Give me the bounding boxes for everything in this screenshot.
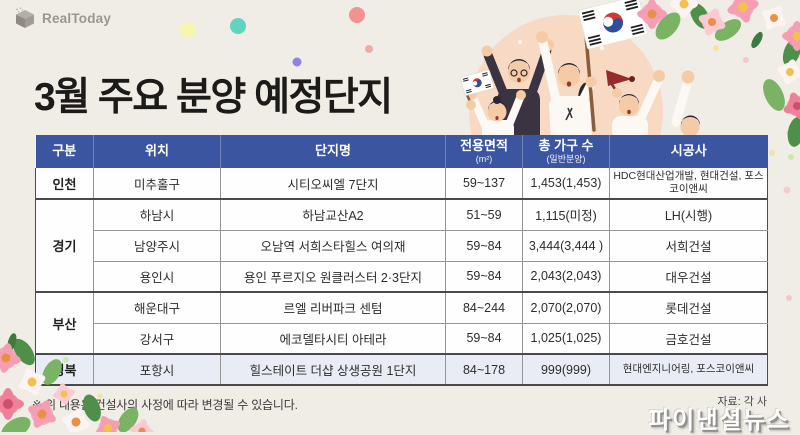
- cell-complex: 르엘 리버파크 센텀: [221, 292, 446, 323]
- cell-complex: 힐스테이트 더샵 상생공원 1단지: [221, 354, 446, 385]
- cell-households: 1,453(1,453): [523, 168, 610, 199]
- cell-builder: 롯데건설: [610, 292, 768, 323]
- cell-households: 2,043(2,043): [523, 261, 610, 292]
- cell-complex: 오남역 서희스타힐스 여의재: [221, 230, 446, 261]
- cell-area: 84~244: [446, 292, 523, 323]
- table-row: 경북 포항시 힐스테이트 더샵 상생공원 1단지 84~178 999(999)…: [36, 354, 768, 385]
- table-header-row: 구분 위치 단지명 전용면적(m²) 총 가구 수(일반분양) 시공사: [36, 135, 768, 168]
- cell-location: 남양주시: [94, 230, 221, 261]
- col-header-group: 구분: [36, 135, 94, 168]
- col-header-area: 전용면적(m²): [446, 135, 523, 168]
- footnote: ※ 위 내용은 건설사의 사정에 따라 변경될 수 있습니다.: [32, 396, 298, 413]
- publisher-watermark: 파이낸셜뉴스: [649, 400, 790, 435]
- cell-builder: 서희건설: [610, 230, 768, 261]
- page-title: 3월 주요 분양 예정단지: [34, 66, 392, 122]
- cell-households: 3,444(3,444 ): [523, 230, 610, 261]
- cell-builder: 현대엔지니어링, 포스코이앤씨: [610, 354, 768, 385]
- cell-location: 하남시: [94, 199, 221, 230]
- cell-area: 59~137: [446, 168, 523, 199]
- col-header-location: 위치: [94, 135, 221, 168]
- cell-complex: 용인 푸르지오 원클러스터 2·3단지: [221, 261, 446, 292]
- cell-builder: LH(시행): [610, 199, 768, 230]
- cell-region: 인천: [36, 168, 94, 199]
- presale-table: 구분 위치 단지명 전용면적(m²) 총 가구 수(일반분양) 시공사 인천 미…: [35, 135, 768, 386]
- cell-area: 59~84: [446, 323, 523, 354]
- cell-area: 59~84: [446, 230, 523, 261]
- cell-location: 포항시: [94, 354, 221, 385]
- cell-region: 경북: [36, 354, 94, 385]
- cell-complex: 에코델타시티 아테라: [221, 323, 446, 354]
- table-row: 남양주시 오남역 서희스타힐스 여의재 59~84 3,444(3,444 ) …: [36, 230, 768, 261]
- cell-households: 999(999): [523, 354, 610, 385]
- presale-table-wrap: 구분 위치 단지명 전용면적(m²) 총 가구 수(일반분양) 시공사 인천 미…: [35, 135, 768, 386]
- cell-households: 1,115(미정): [523, 199, 610, 230]
- person-far-right: [676, 71, 700, 137]
- cell-builder: 대우건설: [610, 261, 768, 292]
- cell-area: 59~84: [446, 261, 523, 292]
- cell-builder: 금호건설: [610, 323, 768, 354]
- cell-location: 미추홀구: [94, 168, 221, 199]
- cell-complex: 시티오씨엘 7단지: [221, 168, 446, 199]
- cell-area: 51~59: [446, 199, 523, 230]
- col-header-complex: 단지명: [221, 135, 446, 168]
- table-row: 부산 해운대구 르엘 리버파크 센텀 84~244 2,070(2,070) 롯…: [36, 292, 768, 323]
- cell-households: 2,070(2,070): [523, 292, 610, 323]
- cell-location: 해운대구: [94, 292, 221, 323]
- brand-logo: RealToday: [13, 7, 111, 29]
- cell-region: 경기: [36, 199, 94, 292]
- table-row: 인천 미추홀구 시티오씨엘 7단지 59~137 1,453(1,453) HD…: [36, 168, 768, 199]
- cell-location: 강서구: [94, 323, 221, 354]
- cell-location: 용인시: [94, 261, 221, 292]
- brand-name: RealToday: [42, 11, 111, 26]
- table-row: 경기 하남시 하남교산A2 51~59 1,115(미정) LH(시행): [36, 199, 768, 230]
- table-row: 강서구 에코델타시티 아테라 59~84 1,025(1,025) 금호건설: [36, 323, 768, 354]
- cell-households: 1,025(1,025): [523, 323, 610, 354]
- cell-area: 84~178: [446, 354, 523, 385]
- col-header-households: 총 가구 수(일반분양): [523, 135, 610, 168]
- table-row: 용인시 용인 푸르지오 원클러스터 2·3단지 59~84 2,043(2,04…: [36, 261, 768, 292]
- cell-builder: HDC현대산업개발, 현대건설, 포스코이앤씨: [610, 168, 768, 199]
- realtoday-cube-icon: [13, 7, 37, 29]
- cell-region: 부산: [36, 292, 94, 354]
- col-header-builder: 시공사: [610, 135, 768, 168]
- cell-complex: 하남교산A2: [221, 199, 446, 230]
